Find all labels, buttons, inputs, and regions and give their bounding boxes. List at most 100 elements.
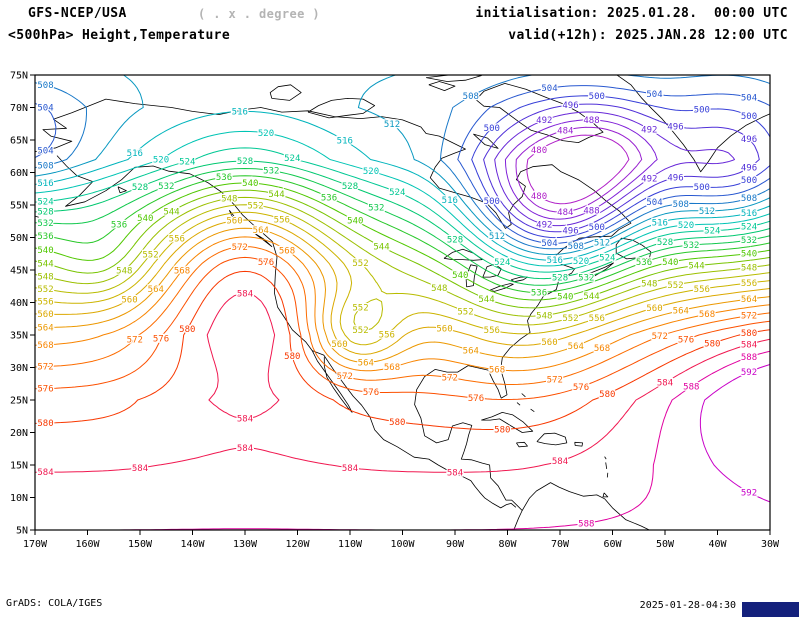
contour-label-520: 520 [258, 129, 274, 139]
contour-label-568: 568 [699, 310, 715, 320]
contour-label-520: 520 [573, 257, 589, 267]
lat-tick-label: 45N [10, 266, 28, 277]
lat-tick-label: 50N [10, 233, 28, 244]
contour-label-556: 556 [589, 314, 605, 324]
contour-line-560 [35, 219, 770, 355]
contour-label-504: 504 [646, 90, 662, 100]
contour-label-528: 528 [342, 182, 358, 192]
lat-tick-label: 5N [16, 526, 28, 537]
contour-label-564: 564 [463, 346, 479, 356]
contour-label-500: 500 [694, 183, 710, 193]
coastline [604, 456, 607, 460]
contour-label-568: 568 [37, 341, 53, 351]
contour-line-536 [35, 175, 770, 293]
contour-line-564 [35, 227, 770, 363]
contour-line-556 [35, 211, 770, 346]
coastline [602, 492, 609, 498]
contour-label-496: 496 [562, 226, 578, 236]
contour-label-580: 580 [704, 340, 720, 350]
lat-tick-label: 60N [10, 168, 28, 179]
coastline [530, 408, 535, 413]
contour-label-532: 532 [368, 204, 384, 214]
contour-label-576: 576 [153, 335, 169, 345]
contour-label-584: 584 [741, 340, 757, 350]
contour-label-532: 532 [683, 241, 699, 251]
lat-tick-label: 65N [10, 136, 28, 147]
coastline [117, 186, 127, 194]
contour-label-496: 496 [667, 122, 683, 132]
contour-label-524: 524 [179, 157, 195, 167]
lat-tick-label: 20N [10, 428, 28, 439]
contour-label-572: 572 [37, 363, 53, 373]
contour-label-540: 540 [662, 258, 678, 268]
contour-label-572: 572 [337, 372, 353, 382]
contour-label-584: 584 [342, 464, 358, 474]
contour-line-580 [35, 270, 770, 430]
contour-label-496: 496 [667, 174, 683, 184]
contour-label-500: 500 [589, 92, 605, 102]
contour-label-484: 484 [557, 208, 573, 218]
lat-tick-label: 25N [10, 396, 28, 407]
contour-label-492: 492 [641, 175, 657, 185]
contour-label-568: 568 [384, 363, 400, 373]
contour-label-540: 540 [137, 214, 153, 224]
contour-label-504: 504 [541, 84, 557, 94]
contour-label-572: 572 [232, 243, 248, 253]
contour-label-516: 516 [547, 256, 563, 266]
contour-label-552: 552 [667, 281, 683, 291]
coastline [516, 441, 528, 448]
contour-label-552: 552 [352, 259, 368, 269]
contour-line-524 [35, 147, 770, 273]
contour-label-572: 572 [741, 312, 757, 322]
lat-tick-label: 55N [10, 201, 28, 212]
contour-label-576: 576 [363, 388, 379, 398]
model-title: GFS-NCEP/USA [28, 6, 127, 21]
contour-label-584: 584 [37, 468, 53, 478]
contour-label-540: 540 [741, 250, 757, 260]
contour-label-540: 540 [242, 179, 258, 189]
contour-label-568: 568 [279, 246, 295, 256]
coastline [311, 350, 353, 413]
contour-label-552: 552 [142, 250, 158, 260]
contour-label-560: 560 [226, 217, 242, 227]
contour-line-584 [35, 292, 770, 473]
coastline [465, 264, 478, 288]
contour-line-516 [35, 110, 770, 261]
contour-line-532 [35, 168, 770, 286]
contour-label-528: 528 [552, 273, 568, 283]
coastline [605, 462, 608, 469]
lon-tick-label: 100W [390, 539, 415, 550]
lon-tick-label: 30W [761, 539, 780, 550]
contour-label-588: 588 [683, 383, 699, 393]
coastline [307, 98, 376, 119]
contour-label-532: 532 [37, 219, 53, 229]
contour-label-516: 516 [337, 137, 353, 147]
coastline [516, 402, 521, 406]
contour-label-540: 540 [557, 292, 573, 302]
contour-label-568: 568 [594, 344, 610, 354]
contour-line-592 [699, 364, 770, 503]
contour-label-516: 516 [442, 196, 458, 206]
contour-label-584: 584 [237, 444, 253, 454]
contour-label-572: 572 [127, 335, 143, 345]
contour-label-524: 524 [599, 254, 615, 264]
contour-label-524: 524 [741, 223, 757, 233]
contour-label-520: 520 [363, 167, 379, 177]
contour-label-556: 556 [379, 330, 395, 340]
contour-label-556: 556 [694, 285, 710, 295]
contour-label-548: 548 [741, 264, 757, 274]
contour-label-544: 544 [268, 190, 284, 200]
coastline [426, 75, 482, 82]
contour-label-504: 504 [37, 147, 53, 157]
lon-tick-label: 70W [551, 539, 570, 550]
contour-label-500: 500 [589, 223, 605, 233]
contour-label-572: 572 [652, 332, 668, 342]
contour-label-544: 544 [583, 292, 599, 302]
contour-line-552 [35, 204, 770, 331]
lat-tick-label: 40N [10, 298, 28, 309]
logo-box [742, 602, 799, 617]
contour-label-584: 584 [552, 457, 568, 467]
contour-label-544: 544 [163, 208, 179, 218]
contour-label-500: 500 [484, 197, 500, 207]
